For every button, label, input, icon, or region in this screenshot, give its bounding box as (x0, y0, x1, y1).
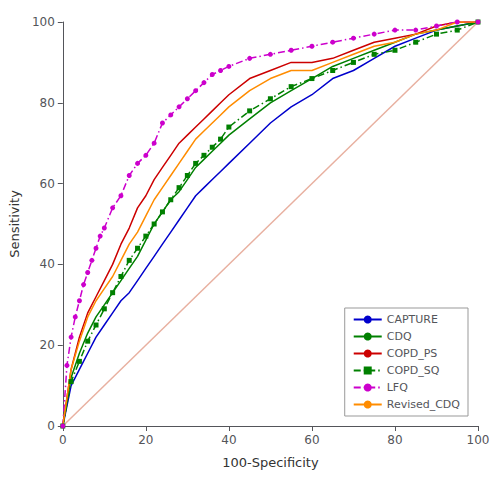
svg-text:CAPTURE: CAPTURE (387, 313, 438, 326)
svg-text:40: 40 (40, 257, 55, 271)
svg-text:LFQ: LFQ (387, 381, 408, 394)
svg-text:60: 60 (40, 177, 55, 191)
svg-text:60: 60 (304, 433, 319, 447)
svg-text:COPD_SQ: COPD_SQ (387, 364, 440, 377)
svg-text:Sensitivity: Sensitivity (7, 190, 22, 258)
svg-text:80: 80 (40, 96, 55, 110)
svg-text:0: 0 (59, 433, 67, 447)
svg-text:0: 0 (47, 419, 55, 433)
svg-text:20: 20 (138, 433, 153, 447)
svg-text:CDQ: CDQ (387, 330, 412, 343)
svg-text:40: 40 (221, 433, 236, 447)
svg-text:100: 100 (467, 433, 490, 447)
svg-text:100-Specificity: 100-Specificity (222, 455, 319, 470)
svg-text:Revised_CDQ: Revised_CDQ (387, 398, 461, 411)
svg-text:80: 80 (387, 433, 402, 447)
svg-text:20: 20 (40, 338, 55, 352)
svg-text:COPD_PS: COPD_PS (387, 347, 438, 360)
svg-text:100: 100 (32, 15, 55, 29)
